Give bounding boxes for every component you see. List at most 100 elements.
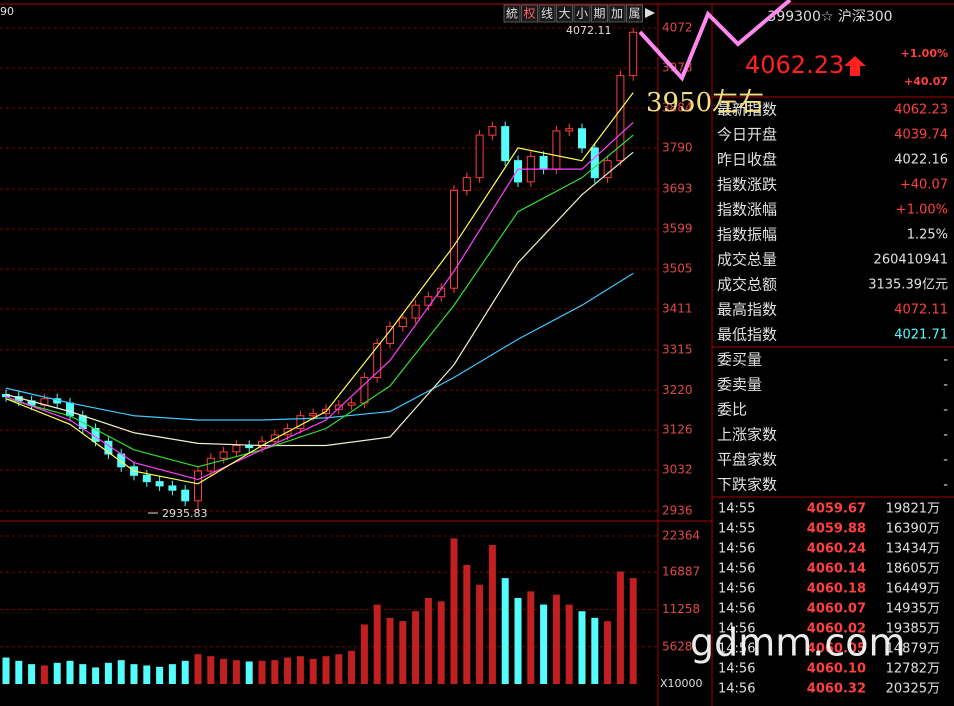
volume-bar [386, 617, 394, 684]
volume-bar [591, 617, 599, 684]
row-value: 4021.71 [894, 328, 948, 343]
volume-bar [424, 597, 432, 684]
candle-body [514, 160, 522, 183]
candle-body [168, 485, 177, 491]
volume-bar [476, 584, 484, 684]
volume-bar [245, 661, 253, 684]
toolbar-button [556, 4, 573, 23]
volume-bar [540, 604, 548, 684]
candle-body [552, 130, 561, 170]
candle-body [258, 440, 266, 449]
trade-volume: 20325万 [886, 682, 940, 697]
row-value: +40.07 [900, 178, 948, 193]
watermark: gdmm.com [690, 621, 906, 665]
volume-bar [488, 545, 496, 684]
candle-body [424, 296, 433, 306]
quote-panel: 最新指数 4062.23 今日开盘 4039.74 昨日收盘 4022.16 指数涨跌 +40… [717, 101, 948, 697]
chart: 4072397838843790369335993505341133153220… [0, 21, 703, 690]
trade-price: 4059.88 [807, 522, 866, 537]
volume-bar [2, 657, 10, 684]
toolbar-label: 大 [558, 7, 570, 21]
y-tick-label: 3599 [662, 222, 693, 236]
volume-bar [527, 591, 535, 684]
volume-bar [104, 662, 112, 684]
volume-bar [604, 621, 612, 684]
candle-body [194, 470, 202, 502]
row-value: 4072.11 [894, 303, 948, 318]
trade-time: 14:56 [718, 542, 755, 557]
candle-body [373, 342, 382, 378]
y-tick-label: 3411 [662, 302, 693, 316]
volume-bar [168, 664, 176, 684]
candle-body [347, 402, 356, 406]
volume-bar [514, 597, 522, 684]
moving-average [5, 151, 634, 447]
volume-bar [181, 660, 189, 684]
annotation: 3950左右 [646, 88, 764, 118]
row-label: 委买量 [717, 351, 762, 369]
row-value: - [943, 353, 948, 368]
trade-price: 4060.24 [807, 542, 866, 557]
volume-bar [348, 650, 356, 684]
trade-price: 4060.02 [807, 622, 866, 637]
row-value: 4039.74 [894, 128, 948, 143]
y-tick-label: 16887 [662, 565, 700, 579]
y-tick-label: 22364 [662, 529, 700, 543]
volume-bar [399, 621, 407, 684]
row-label: 昨日收盘 [717, 151, 777, 169]
trade-time: 14:56 [718, 642, 755, 657]
moving-average [5, 92, 634, 485]
row-value: 3135.39亿元 [868, 278, 948, 293]
volume-bar [463, 564, 471, 684]
toolbar-label: 线 [541, 7, 553, 21]
candle-body [603, 160, 612, 179]
row-label: 下跌家数 [717, 476, 777, 494]
toolbar-label: 权 [523, 7, 535, 21]
trade-time: 14:56 [718, 602, 755, 617]
candle-body [155, 481, 164, 487]
candle-body [462, 177, 471, 191]
toolbar-button [538, 4, 556, 23]
trade-volume: 14935万 [886, 602, 940, 617]
volume-bar [258, 660, 266, 684]
candle-body [539, 155, 548, 170]
y-tick-label: 3032 [662, 463, 693, 477]
row-label: 成交总额 [717, 276, 777, 294]
volume-bar [232, 660, 240, 684]
trade-volume: 13434万 [886, 542, 940, 557]
row-label: 今日开盘 [717, 126, 777, 144]
y-tick-label: 3884 [662, 100, 693, 114]
trade-time: 14:56 [718, 582, 755, 597]
volume-bar [15, 660, 23, 684]
moving-average [5, 134, 634, 468]
row-label: 指数涨跌 [717, 176, 777, 194]
toolbar-button [591, 4, 608, 23]
candle-body [142, 474, 151, 483]
candle-body [450, 189, 458, 289]
y-tick-label: 2936 [662, 504, 693, 518]
trade-time: 14:56 [718, 682, 755, 697]
toolbar-button [573, 4, 591, 23]
trade-time: 14:56 [718, 662, 755, 677]
trade-volume: 14879万 [886, 642, 940, 657]
high-label: 4072.11 [566, 24, 612, 37]
volume-bar [194, 654, 202, 684]
y-tick-label: 5628 [662, 639, 693, 653]
trade-volume: 12782万 [886, 662, 940, 677]
volume-unit: X10000 [660, 677, 703, 690]
row-value: 1.25% [907, 228, 948, 243]
toolbar-label: 統 [506, 7, 518, 21]
candle-body [578, 128, 586, 149]
candle-body [309, 413, 318, 417]
candle-body [590, 147, 599, 179]
candle-body [232, 445, 241, 453]
trade-time: 14:55 [718, 502, 755, 517]
row-value: - [943, 378, 948, 393]
y-tick-label: 3505 [662, 262, 693, 276]
trade-price: 4060.32 [807, 682, 866, 697]
candle-body [616, 75, 625, 162]
volume-bar [322, 656, 330, 684]
volume-bar [437, 601, 445, 684]
volume-bar [578, 611, 586, 684]
y-tick-label: 3220 [662, 383, 693, 397]
